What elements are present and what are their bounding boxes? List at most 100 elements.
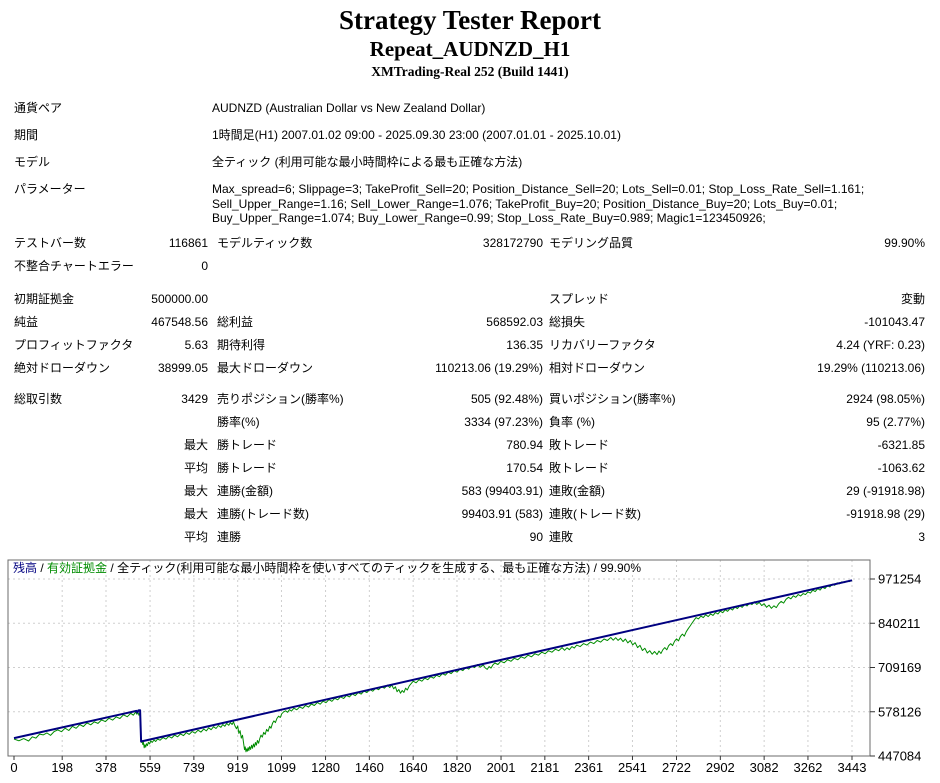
stat-row: 勝率(%) 3334 (97.23%) 負率 (%) 95 (2.77%) [14, 411, 925, 434]
report-broker: XMTrading-Real 252 (Build 1441) [371, 64, 569, 79]
stat-row: テストバー数 116861 モデルティック数 328172790 モデリング品質 99.9… [14, 232, 925, 255]
stat-value: 平均 [183, 461, 208, 475]
info-row: パラメーター Max_spread=6; Slippage=3; TakeProf… [14, 182, 925, 226]
stat-value [378, 288, 543, 311]
x-axis-label: 2361 [574, 760, 603, 775]
info-table: 通貨ペア AUDNZD (Australian Dollar vs New Zea… [14, 101, 925, 238]
report-title: Strategy Tester Report [339, 5, 601, 35]
stat-value: 平均 [183, 530, 208, 544]
x-axis-label: 1280 [311, 760, 340, 775]
legend-quality: 99.90% [600, 561, 642, 575]
stat-value: 505 (92.48%) [470, 392, 543, 406]
stat-label: 総取引数 [14, 392, 63, 406]
stat-label: 連敗(トレード数) [549, 507, 641, 521]
stat-label: プロフィットファクタ [14, 338, 134, 352]
stat-row: プロフィットファクタ 5.63 期待利得 136.35 リカバリーファクタ 4.24 (Y… [14, 334, 925, 357]
stat-label: 勝トレード [217, 461, 278, 475]
x-axis-label: 3262 [793, 760, 822, 775]
stat-value [728, 255, 925, 278]
legend-equity-label: 有効証拠金 [47, 561, 108, 575]
balance-line [13, 579, 853, 743]
stat-value: 116861 [168, 236, 208, 250]
stat-value: 19.29% (110213.06) [817, 361, 925, 375]
stat-row: 平均 勝トレード 170.54 敗トレード -1063.62 [14, 457, 925, 480]
stat-label: テストバー数 [14, 236, 87, 250]
stat-value: 5.63 [184, 338, 208, 352]
info-row: 期間 1時間足(H1) 2007.01.02 09:00 - 2025.09.30… [14, 128, 925, 143]
stat-value: 328172790 [482, 236, 543, 250]
stat-value: 3334 (97.23%) [464, 415, 543, 429]
x-axis-label: 0 [10, 760, 17, 775]
stat-value: 170.54 [506, 461, 543, 475]
info-value: 1時間足(H1) 2007.01.02 09:00 - 2025.09.30 2… [212, 128, 621, 142]
stat-row: 不整合チャートエラー 0 [14, 255, 925, 278]
stat-row: 総取引数 3429 売りポジション(勝率%) 505 (92.48%) 買いポジション(… [14, 388, 925, 411]
balance-chart-canvas: 0 198 378 559 739 919 1099 1280 1460 1640 1820 2001… [7, 559, 921, 775]
stat-value: 最大 [183, 438, 208, 452]
stat-label: 敗トレード [549, 438, 610, 452]
stat-row: 最大 連勝(金額) 583 (99403.91) 連敗(金額) 29 (-91918.9… [14, 480, 925, 503]
stat-label: 売りポジション(勝率%) [217, 392, 344, 406]
stat-label: 連敗(金額) [549, 484, 605, 498]
stat-value: 95 (2.77%) [866, 415, 925, 429]
stat-label: 初期証拠金 [14, 292, 75, 306]
stat-label [208, 255, 378, 278]
stat-value: 136.35 [506, 338, 543, 352]
stat-value: 99403.91 (583) [461, 507, 543, 521]
stat-label: 期待利得 [217, 338, 266, 352]
y-axis-label: 447084 [878, 749, 921, 764]
legend-separator: / [37, 561, 48, 575]
info-row: モデル 全ティック (利用可能な最小時間枠による最も正確な方法) [14, 155, 925, 170]
legend-separator: / [107, 561, 118, 575]
stat-label: 絶対ドローダウン [14, 361, 111, 375]
stat-value: 29 (-91918.98) [846, 484, 925, 498]
chart-border [7, 559, 871, 757]
balance-chart: 0 198 378 559 739 919 1099 1280 1460 1640 1820 2001… [0, 556, 940, 778]
stat-label: モデリング品質 [549, 236, 634, 250]
stat-label: モデルティック数 [217, 236, 313, 250]
x-axis-label: 3082 [750, 760, 779, 775]
stat-value: 99.90% [884, 236, 925, 250]
stat-label: 勝率(%) [217, 415, 260, 429]
stat-value: -91918.98 (29) [846, 507, 925, 521]
stat-value: 0 [201, 259, 208, 273]
stat-value [378, 255, 543, 278]
stat-value: 最大 [183, 507, 208, 521]
stat-value: -101043.47 [864, 315, 925, 329]
info-label: 通貨ペア [14, 101, 63, 115]
x-axis-label: 919 [227, 760, 249, 775]
stat-value: 変動 [900, 292, 925, 306]
stat-label: 総損失 [549, 315, 586, 329]
legend-balance-label: 残高 [13, 561, 38, 575]
stat-value: 4.24 (YRF: 0.23) [836, 338, 925, 352]
stat-value: 110213.06 (19.29%) [435, 361, 543, 375]
stat-value: 3429 [181, 392, 208, 406]
stat-label [543, 255, 728, 278]
stat-label [14, 526, 134, 549]
x-axis-label: 1099 [267, 760, 296, 775]
report-subtitle: Repeat_AUDNZD_H1 [369, 37, 571, 61]
stat-value: 3 [918, 530, 925, 544]
x-axis-label: 739 [183, 760, 205, 775]
stat-label: 相対ドローダウン [549, 361, 646, 375]
stat-label: 連勝(金額) [217, 484, 273, 498]
stats-table: テストバー数 116861 モデルティック数 328172790 モデリング品質 99.9… [14, 232, 925, 549]
stat-label [208, 288, 378, 311]
chart-legend: 残高 / 有効証拠金 / 全ティック(利用可能な最小時間枠を使いすべてのティック… [13, 561, 641, 576]
y-axis-label: 709169 [878, 660, 921, 675]
x-axis-label: 2722 [662, 760, 691, 775]
stat-value: -6321.85 [877, 438, 925, 452]
stat-value: 780.94 [506, 438, 543, 452]
y-axis-label: 578126 [878, 704, 921, 719]
stat-label: 連敗 [549, 530, 574, 544]
x-axis-label: 559 [139, 760, 161, 775]
stat-value: -1063.62 [877, 461, 925, 475]
x-axis-label: 1460 [355, 760, 384, 775]
x-axis-label: 2902 [706, 760, 735, 775]
stat-value: 最大 [183, 484, 208, 498]
info-row: 通貨ペア AUDNZD (Australian Dollar vs New Zea… [14, 101, 925, 116]
stat-row: 平均 連勝 90 連敗 3 [14, 526, 925, 549]
legend-separator: / [590, 561, 601, 575]
legend-model-label: 全ティック(利用可能な最小時間枠を使いすべてのティックを生成する、最も正確な方法… [117, 561, 591, 575]
x-axis-label: 198 [51, 760, 73, 775]
